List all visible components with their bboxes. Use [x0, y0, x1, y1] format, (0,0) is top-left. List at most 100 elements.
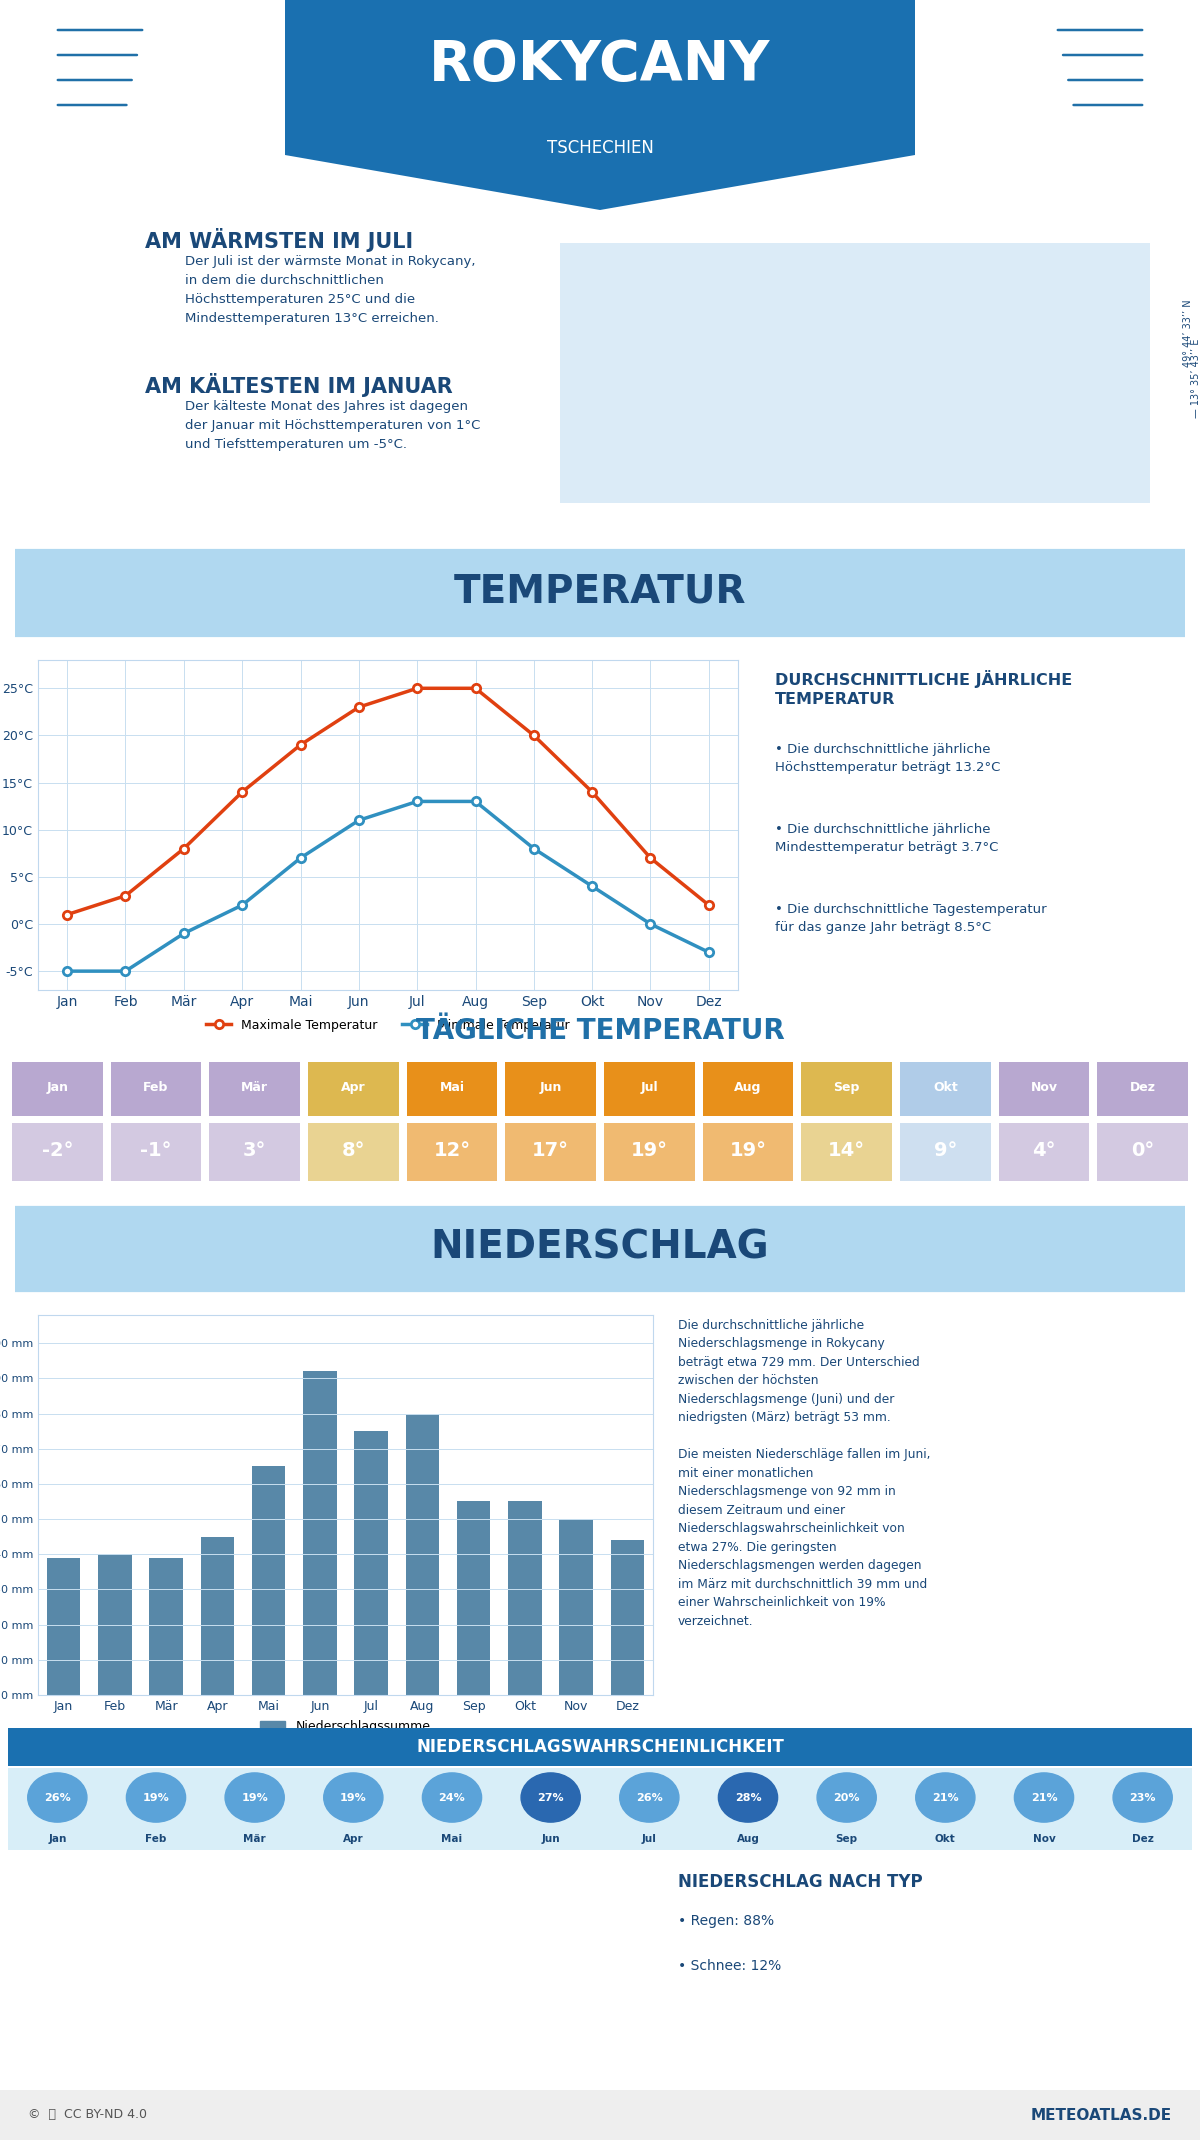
FancyBboxPatch shape: [209, 1061, 300, 1115]
Bar: [47, 1558, 80, 1695]
Bar: [457, 1502, 491, 1695]
Bar: [406, 1415, 439, 1695]
FancyBboxPatch shape: [8, 1768, 1192, 1849]
Bar: [509, 1502, 541, 1695]
Text: AM KÄLTESTEN IM JANUAR: AM KÄLTESTEN IM JANUAR: [145, 372, 452, 398]
FancyBboxPatch shape: [0, 2091, 1200, 2140]
Text: -1°: -1°: [140, 1141, 172, 1160]
Circle shape: [226, 1772, 284, 1821]
Text: 0°: 0°: [1132, 1141, 1154, 1160]
Text: Okt: Okt: [932, 1081, 958, 1094]
Text: • Die durchschnittliche jährliche
Mindesttemperatur beträgt 3.7°C: • Die durchschnittliche jährliche Mindes…: [775, 824, 998, 854]
Text: Apr: Apr: [341, 1081, 366, 1094]
Text: • Schnee: 12%: • Schnee: 12%: [678, 1960, 781, 1973]
Bar: [150, 1558, 182, 1695]
FancyBboxPatch shape: [900, 1124, 991, 1181]
Text: ©  ⓘ  CC BY-ND 4.0: © ⓘ CC BY-ND 4.0: [28, 2108, 148, 2121]
Text: Aug: Aug: [737, 1834, 760, 1845]
Text: 26%: 26%: [636, 1793, 662, 1802]
Legend: Niederschlagssumme: Niederschlagssumme: [256, 1714, 436, 1738]
FancyBboxPatch shape: [1097, 1124, 1188, 1181]
Text: Mär: Mär: [244, 1834, 266, 1845]
FancyBboxPatch shape: [604, 1124, 695, 1181]
Circle shape: [817, 1772, 876, 1821]
Text: -2°: -2°: [42, 1141, 73, 1160]
Text: TSCHECHIEN: TSCHECHIEN: [546, 139, 654, 156]
Circle shape: [521, 1772, 581, 1821]
FancyBboxPatch shape: [1097, 1061, 1188, 1115]
FancyBboxPatch shape: [998, 1124, 1090, 1181]
FancyBboxPatch shape: [110, 1061, 202, 1115]
Text: • Die durchschnittliche Tagestemperatur
für das ganze Jahr beträgt 8.5°C: • Die durchschnittliche Tagestemperatur …: [775, 903, 1046, 935]
Text: Aug: Aug: [734, 1081, 762, 1094]
Text: Sep: Sep: [835, 1834, 858, 1845]
Text: NIEDERSCHLAG NACH TYP: NIEDERSCHLAG NACH TYP: [678, 1872, 923, 1892]
FancyBboxPatch shape: [0, 0, 1200, 210]
FancyBboxPatch shape: [12, 1061, 103, 1115]
Text: 26%: 26%: [44, 1793, 71, 1802]
Text: Mai: Mai: [442, 1834, 462, 1845]
Text: Nov: Nov: [1033, 1834, 1055, 1845]
Text: Jun: Jun: [540, 1081, 562, 1094]
Bar: [98, 1554, 132, 1695]
FancyBboxPatch shape: [0, 1205, 1200, 1293]
FancyBboxPatch shape: [802, 1061, 892, 1115]
Text: 9°: 9°: [934, 1141, 958, 1160]
Text: Apr: Apr: [343, 1834, 364, 1845]
Circle shape: [916, 1772, 974, 1821]
FancyBboxPatch shape: [209, 1124, 300, 1181]
Text: Okt: Okt: [935, 1834, 955, 1845]
Text: 23%: 23%: [1129, 1793, 1156, 1802]
Text: Sep: Sep: [834, 1081, 860, 1094]
Bar: [611, 1541, 644, 1695]
Text: Jul: Jul: [642, 1834, 656, 1845]
FancyBboxPatch shape: [8, 1727, 1192, 1765]
FancyBboxPatch shape: [560, 244, 1150, 503]
Text: NIEDERSCHLAG: NIEDERSCHLAG: [431, 1228, 769, 1267]
Text: DURCHSCHNITTLICHE JÄHRLICHE
TEMPERATUR: DURCHSCHNITTLICHE JÄHRLICHE TEMPERATUR: [775, 670, 1073, 708]
Text: Jan: Jan: [48, 1834, 66, 1845]
Text: Jan: Jan: [47, 1081, 68, 1094]
Text: 17°: 17°: [532, 1141, 569, 1160]
Circle shape: [619, 1772, 679, 1821]
Polygon shape: [286, 0, 916, 210]
FancyBboxPatch shape: [703, 1124, 793, 1181]
Text: — 13° 35’ 43’’ E: — 13° 35’ 43’’ E: [1190, 338, 1200, 417]
FancyBboxPatch shape: [308, 1061, 398, 1115]
Circle shape: [324, 1772, 383, 1821]
Text: 19%: 19%: [340, 1793, 367, 1802]
Text: 4°: 4°: [1032, 1141, 1056, 1160]
Text: Mär: Mär: [241, 1081, 268, 1094]
FancyBboxPatch shape: [12, 1124, 103, 1181]
Text: 8°: 8°: [342, 1141, 365, 1160]
Text: 19°: 19°: [730, 1141, 767, 1160]
Text: Dez: Dez: [1129, 1081, 1156, 1094]
Circle shape: [719, 1772, 778, 1821]
Bar: [559, 1519, 593, 1695]
Text: 19%: 19%: [241, 1793, 268, 1802]
Text: 24%: 24%: [439, 1793, 466, 1802]
Text: TÄGLICHE TEMPERATUR: TÄGLICHE TEMPERATUR: [415, 1016, 785, 1044]
Text: 19°: 19°: [631, 1141, 668, 1160]
Text: Jun: Jun: [541, 1834, 560, 1845]
Text: 12°: 12°: [433, 1141, 470, 1160]
FancyBboxPatch shape: [900, 1061, 991, 1115]
FancyBboxPatch shape: [110, 1124, 202, 1181]
Circle shape: [422, 1772, 481, 1821]
Text: NIEDERSCHLAGSWAHRSCHEINLICHKEIT: NIEDERSCHLAGSWAHRSCHEINLICHKEIT: [416, 1738, 784, 1757]
Text: 21%: 21%: [932, 1793, 959, 1802]
Text: Feb: Feb: [143, 1081, 169, 1094]
FancyBboxPatch shape: [407, 1124, 497, 1181]
FancyBboxPatch shape: [703, 1061, 793, 1115]
FancyBboxPatch shape: [998, 1061, 1090, 1115]
Text: Feb: Feb: [145, 1834, 167, 1845]
FancyBboxPatch shape: [407, 1061, 497, 1115]
Text: 49° 44’ 33’’ N: 49° 44’ 33’’ N: [1183, 300, 1193, 366]
Legend: Maximale Temperatur, Minimale Temperatur: Maximale Temperatur, Minimale Temperatur: [202, 1014, 575, 1036]
Text: 21%: 21%: [1031, 1793, 1057, 1802]
Text: 19%: 19%: [143, 1793, 169, 1802]
Text: Der kälteste Monat des Jahres ist dagegen
der Januar mit Höchsttemperaturen von : Der kälteste Monat des Jahres ist dagege…: [185, 400, 480, 452]
Circle shape: [1114, 1772, 1172, 1821]
Text: TEMPERATUR: TEMPERATUR: [454, 571, 746, 610]
FancyBboxPatch shape: [505, 1124, 596, 1181]
